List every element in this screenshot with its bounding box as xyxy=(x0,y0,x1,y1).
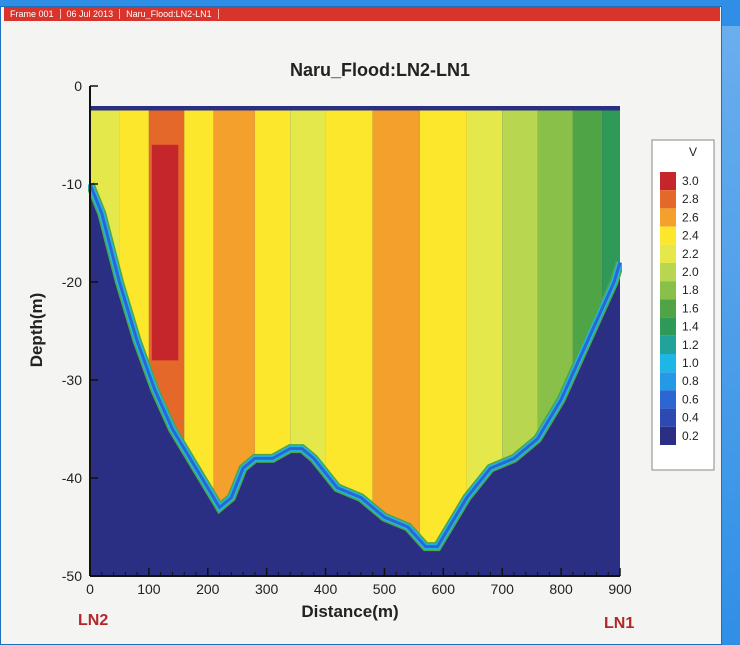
y-tick-label--50: -50 xyxy=(62,568,82,584)
legend-swatch-0.6 xyxy=(660,390,676,409)
legend-label-0.6: 0.6 xyxy=(682,392,699,406)
date-label: 06 Jul 2013 xyxy=(61,9,121,19)
x-tick-label-100: 100 xyxy=(137,581,161,597)
legend-label-2.4: 2.4 xyxy=(682,229,699,243)
legend-label-2.6: 2.6 xyxy=(682,210,699,224)
axes: 0 100 200 300 400 500 600 700 800 900 0 -10 -20 -30 -4… xyxy=(62,78,632,597)
x-tick-label-0: 0 xyxy=(86,581,94,597)
x-tick-label-700: 700 xyxy=(491,581,515,597)
legend-title: V xyxy=(689,145,697,159)
legend-swatch-0.2 xyxy=(660,426,676,445)
dataset-label: Naru_Flood:LN2-LN1 xyxy=(120,9,219,19)
y-axis-label: Depth(m) xyxy=(27,293,46,368)
legend-swatch-2.0 xyxy=(660,263,676,282)
frame-header-bar: Frame 001 06 Jul 2013 Naru_Flood:LN2-LN1 xyxy=(4,7,720,21)
x-tick-label-400: 400 xyxy=(314,581,338,597)
y-tick-label--40: -40 xyxy=(62,470,82,486)
legend-swatch-1.6 xyxy=(660,299,676,318)
legend-swatch-0.8 xyxy=(660,372,676,391)
legend-label-0.2: 0.2 xyxy=(682,429,699,443)
y-tick-label--10: -10 xyxy=(62,176,82,192)
legend-swatch-2.2 xyxy=(660,244,676,263)
legend-label-1.2: 1.2 xyxy=(682,338,699,352)
y-tick-label-0: 0 xyxy=(74,78,82,94)
legend-label-0.8: 0.8 xyxy=(682,374,699,388)
frame-label: Frame 001 xyxy=(4,9,61,19)
blue-side-panel xyxy=(722,26,740,645)
legend-swatch-1.2 xyxy=(660,335,676,354)
y-tick-label--30: -30 xyxy=(62,372,82,388)
legend-swatch-1.8 xyxy=(660,281,676,300)
legend-swatch-3.0 xyxy=(660,172,676,191)
legend-swatch-0.4 xyxy=(660,408,676,427)
legend-swatch-2.8 xyxy=(660,190,676,209)
plot-area xyxy=(88,106,622,576)
legend-label-3.0: 3.0 xyxy=(682,174,699,188)
chart-title: Naru_Flood:LN2-LN1 xyxy=(290,60,470,80)
near-bed-band-2 xyxy=(88,183,622,549)
legend-label-1.6: 1.6 xyxy=(682,301,699,315)
x-axis-label: Distance(m) xyxy=(301,602,398,621)
legend-label-1.8: 1.8 xyxy=(682,283,699,297)
legend-swatch-1.4 xyxy=(660,317,676,336)
legend-label-0.4: 0.4 xyxy=(682,411,699,425)
y-tick-label--20: -20 xyxy=(62,274,82,290)
colorbar-legend: V 3.0 2.8 2.6 2.4 2.2 2.0 1.8 1.6 1.4 1.2 1.0 0.8 0.… xyxy=(651,139,715,471)
x-tick-label-800: 800 xyxy=(549,581,573,597)
station-label-right: LN1 xyxy=(604,615,634,632)
x-tick-label-200: 200 xyxy=(196,581,220,597)
velocity-core-patch xyxy=(151,144,179,361)
x-tick-label-900: 900 xyxy=(608,581,632,597)
legend-swatch-2.4 xyxy=(660,226,676,245)
legend-swatch-1.0 xyxy=(660,354,676,373)
station-label-left: LN2 xyxy=(78,612,108,629)
velocity-band-8 xyxy=(372,110,420,547)
x-tick-label-600: 600 xyxy=(432,581,456,597)
legend-label-2.8: 2.8 xyxy=(682,192,699,206)
x-tick-label-500: 500 xyxy=(373,581,397,597)
legend-label-1.4: 1.4 xyxy=(682,320,699,334)
legend-label-2.2: 2.2 xyxy=(682,247,699,261)
legend-swatch-2.6 xyxy=(660,208,676,227)
velocity-band-9 xyxy=(419,110,467,547)
x-tick-label-300: 300 xyxy=(255,581,279,597)
velocity-band-7 xyxy=(325,110,373,547)
legend-label-1.0: 1.0 xyxy=(682,356,699,370)
legend-label-2.0: 2.0 xyxy=(682,265,699,279)
